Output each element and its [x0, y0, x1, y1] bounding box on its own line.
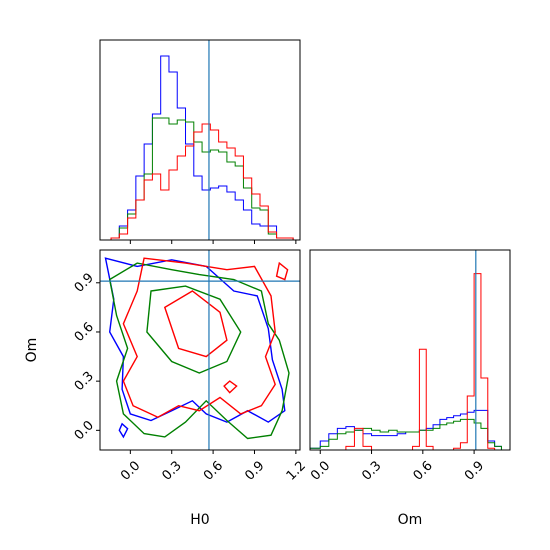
- contour-series-0-level-0: [104, 257, 286, 423]
- contour-series-2-level-3: [223, 380, 238, 394]
- h0-hist-series-2: [110, 123, 294, 240]
- contour-series-2-level-2: [275, 261, 289, 281]
- contour-ytick-label-2: 0.6: [72, 320, 97, 345]
- om-hist-series-1: [309, 418, 502, 450]
- om-hist-series-0: [309, 409, 502, 450]
- contour-series-2-level-1: [163, 290, 228, 358]
- om-hist-frame: [309, 249, 511, 451]
- contour-frame: [99, 249, 301, 451]
- om-hist-series-2: [310, 273, 502, 451]
- contour-xtick-label-2: 0.6: [201, 458, 226, 483]
- h0-hist-series-0: [110, 55, 294, 240]
- contour-xtick-label-1: 0.3: [160, 458, 185, 483]
- contour-series-2-level-0: [122, 257, 276, 418]
- x-axis-label-h0: H0: [190, 512, 209, 528]
- x-axis-label-om: Om: [398, 512, 423, 528]
- contour-xtick-label-0: 0.0: [118, 458, 143, 483]
- om-hist-xtick-label-3: 0.9: [462, 458, 487, 483]
- h0-histogram-panel: [99, 39, 301, 244]
- contour-series-0-level-1: [118, 422, 129, 439]
- contour-xtick-label-4: 1.2: [284, 458, 309, 483]
- contour-series-1-level-0: [108, 262, 290, 440]
- om-hist-xtick-label-2: 0.6: [411, 458, 436, 483]
- y-axis-label-om: Om: [24, 338, 40, 363]
- contour-xtick-label-3: 0.9: [242, 458, 267, 483]
- h0-om-contour-panel: 0.0 0.3 0.6 0.9 1.2 0.0 0.3 0.6 0.9: [72, 249, 309, 484]
- contour-ytick-label-1: 0.3: [72, 369, 97, 394]
- contour-ytick-label-0: 0.0: [72, 418, 97, 443]
- contour-ytick-label-3: 0.9: [72, 271, 97, 296]
- om-hist-xtick-label-1: 0.3: [359, 458, 384, 483]
- om-histogram-panel: 0.0 0.3 0.6 0.9: [308, 249, 511, 484]
- contour-series-1-level-1: [146, 285, 242, 374]
- h0-hist-frame: [99, 39, 301, 241]
- om-hist-xtick-label-0: 0.0: [308, 458, 333, 483]
